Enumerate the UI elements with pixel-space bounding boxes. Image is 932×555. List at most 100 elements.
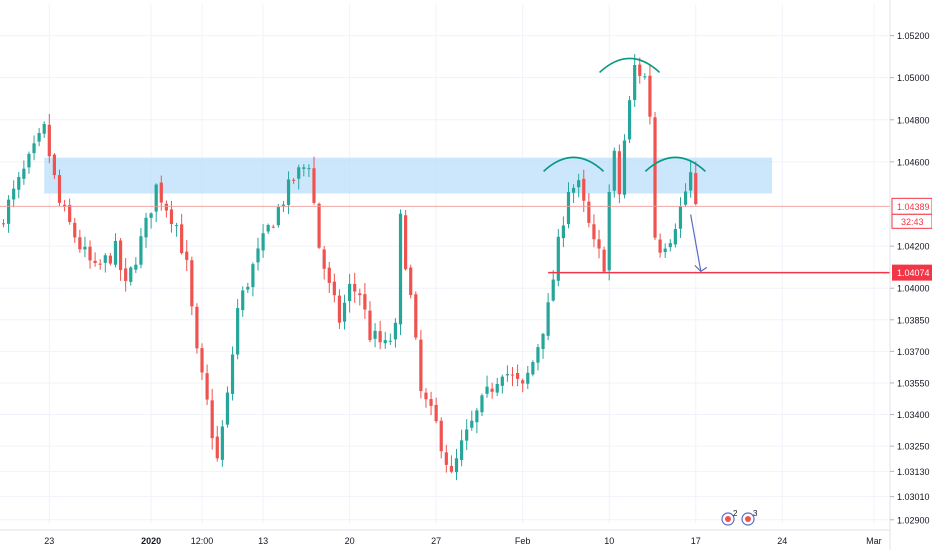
price-tick-label: 1.05000 [897,73,930,83]
price-tick-label: 1.03010 [897,492,930,502]
candle-body [83,246,87,250]
candle-body [566,191,571,224]
time-tick-label: 10 [604,536,614,546]
candle-body [32,143,36,154]
candle-body [327,267,331,283]
candle-body [388,340,392,342]
candle-body [22,168,26,179]
candle-body [429,399,433,406]
candle-body [129,267,133,282]
candle-body [592,224,596,240]
event-au-icon-dot [725,516,731,522]
candle-body [342,302,347,322]
time-tick-label: 13 [258,536,268,546]
candle-body [159,182,163,203]
candle-body [134,264,138,270]
candle-body [658,239,662,253]
countdown-label: 32:43 [901,217,924,227]
candle-body [42,123,46,134]
candle-body [241,290,245,311]
time-tick-label: 24 [777,536,787,546]
candle-body [673,229,677,245]
price-tick-label: 1.03550 [897,378,930,388]
candle-body [541,333,545,349]
candle-body [149,213,153,218]
candle-body [302,167,306,169]
time-tick-label: Feb [515,536,531,546]
candle-body [78,237,82,250]
candle-body [607,192,611,271]
candle-body [500,376,504,386]
countdown-badge [891,213,932,229]
candles-layer [1,54,698,481]
current-price-label: 1.04389 [897,202,930,212]
candle-body [225,392,230,425]
candle-body [317,203,321,248]
candle-body [546,302,550,336]
candle-body [638,64,642,76]
candle-body [271,226,275,228]
candle-body [551,279,555,301]
candle-body [108,255,112,264]
candle-body [694,173,698,204]
resistance-zone-layer [44,157,773,194]
candle-body [465,429,469,441]
candle-body [195,306,199,349]
candle-body [419,339,423,392]
candle-body [383,340,387,344]
candle-body [6,199,11,224]
candle-body [113,240,118,265]
candle-body [678,206,683,229]
price-tick-label: 1.04000 [897,284,930,294]
candle-body [373,330,377,339]
candle-body [633,64,637,100]
candle-body [434,404,438,422]
candle-body [602,249,606,272]
candle-body [27,153,31,168]
candle-body [353,283,357,292]
candle-body [118,240,123,271]
candle-body [322,249,326,269]
candle-body [480,395,484,413]
candle-body [276,207,280,226]
candle-body [398,213,403,325]
grid-layer [0,4,890,524]
event-us-icon-dot [745,516,751,522]
candle-body [409,267,413,296]
candle-body [73,222,77,238]
head-arc [599,57,661,74]
candle-body [689,172,693,191]
price-tick-label: 1.04200 [897,242,930,252]
candle-body [404,215,408,270]
candle-body [307,168,311,170]
candle-body [52,154,56,176]
candle-body [449,465,454,472]
candle-body [378,331,382,343]
candle-body [88,246,92,261]
candle-body [561,225,565,239]
candle-body [653,117,657,238]
candle-body [648,75,652,117]
candle-body [470,420,474,428]
candle-body [251,264,255,288]
candle-body [393,322,398,340]
candle-body [12,188,16,200]
event-au-count: 2 [733,509,738,518]
candle-body [169,209,174,225]
candle-body [261,233,265,251]
price-axis[interactable]: 1.05200 1.05000 1.04800 1.04600 1.04200 1.040… [889,0,932,550]
support-price-label: 1.04074 [897,268,930,278]
candle-body [98,263,102,265]
candle-body [266,225,270,232]
candle-body [103,255,107,263]
time-tick-label: Mar [866,536,882,546]
candle-body [617,151,621,195]
candle-body [256,248,260,263]
candle-body [205,373,209,400]
candle-body [368,310,372,341]
candle-body [490,388,494,392]
support-price-badge [892,264,932,281]
